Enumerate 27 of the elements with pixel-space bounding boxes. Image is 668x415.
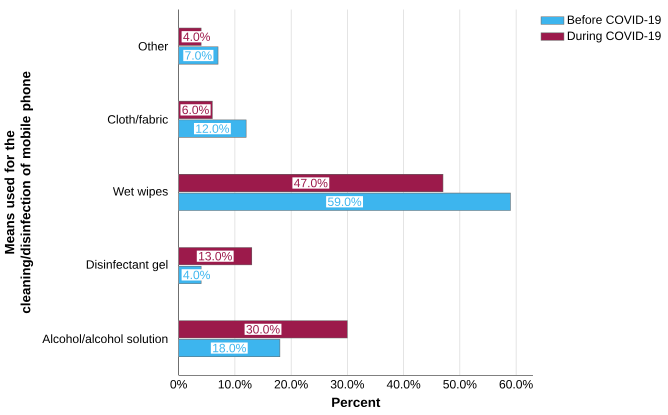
data-label: 13.0%	[199, 252, 232, 260]
x-tick-label: 30.0%	[330, 380, 364, 388]
legend-label: During COVID-19	[568, 31, 661, 42]
x-tick-label: 20.0%	[274, 380, 308, 388]
x-tick-label: 10.0%	[218, 380, 252, 388]
y-tick-label: Disinfectant gel	[86, 260, 168, 272]
y-tick-label: Alcohol/alcohol solution	[42, 334, 168, 343]
data-label: 4.0%	[183, 270, 210, 280]
data-label: 59.0%	[328, 197, 362, 206]
legend-label: Before COVID-19	[568, 15, 661, 24]
y-tick-label: Wet wipes	[112, 186, 168, 198]
y-tick-label: Cloth/fabric	[108, 114, 168, 124]
x-axis-title: Percent	[332, 398, 380, 407]
data-label: 6.0%	[182, 105, 209, 114]
y-tick-label: Other	[138, 42, 168, 50]
x-tick-label: 50.0%	[443, 380, 477, 388]
data-label: 30.0%	[246, 324, 280, 334]
data-label: 4.0%	[183, 32, 210, 41]
data-label: 18.0%	[213, 344, 246, 352]
data-label: 47.0%	[294, 178, 328, 188]
data-label: 7.0%	[185, 51, 212, 60]
bar	[178, 192, 511, 211]
y-axis-title: Means used for the cleaning/disinfection of mobile phone	[4, 71, 34, 314]
x-tick-label: 0%	[170, 380, 187, 388]
x-tick-label: 40.0%	[386, 380, 420, 388]
data-label: 12.0%	[196, 124, 230, 133]
x-tick-label: 60.0%	[500, 380, 533, 388]
